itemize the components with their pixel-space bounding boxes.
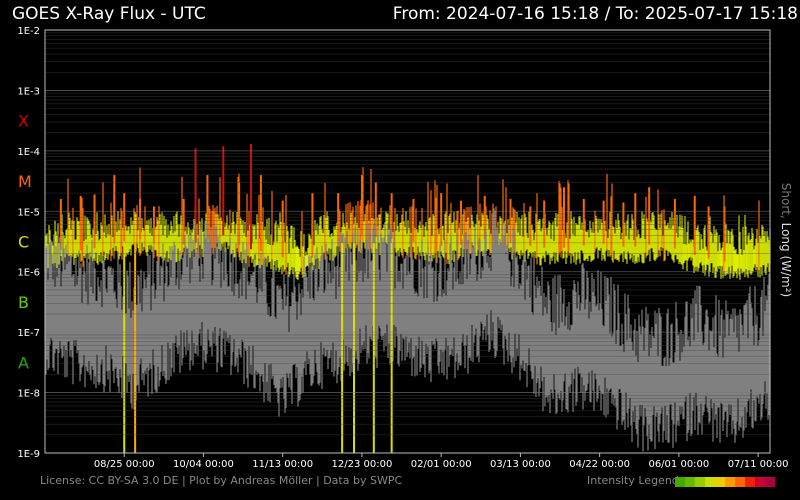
y-tick-label: 1E-3 xyxy=(17,86,40,97)
x-tick-label: 12/23 00:00 xyxy=(332,459,393,470)
y-axis-label: Short, Long (W/m²) xyxy=(779,183,793,297)
y-tick-label: 1E-8 xyxy=(17,389,40,400)
legend-swatch xyxy=(745,477,755,487)
legend-swatch xyxy=(685,477,695,487)
legend-swatch xyxy=(705,477,715,487)
y-tick-label: 1E-2 xyxy=(17,26,40,37)
intensity-legend-label: Intensity Legend xyxy=(587,474,679,487)
y-tick-label: 1E-9 xyxy=(17,449,40,460)
x-tick-label: 07/11 00:00 xyxy=(728,459,789,470)
legend-swatch xyxy=(675,477,685,487)
flare-class-label: C xyxy=(18,233,29,252)
legend-swatch xyxy=(765,477,775,487)
flux-chart: 1E-2 1E-3 1E-4 1E-5 1E-6 1E-7 1E-8 1E-9 X M C B A 08/… xyxy=(17,26,789,470)
legend-swatch xyxy=(735,477,745,487)
x-tick-label: 02/01 00:00 xyxy=(411,459,472,470)
y-tick-label: 1E-7 xyxy=(17,328,40,339)
x-tick-label: 03/13 00:00 xyxy=(490,459,551,470)
x-tick-label: 08/25 00:00 xyxy=(94,459,155,470)
legend-swatch xyxy=(725,477,735,487)
y-tick-label: 1E-5 xyxy=(17,207,40,218)
intensity-legend-bar xyxy=(675,477,775,487)
credits-footer: License: CC BY-SA 3.0 DE | Plot by Andre… xyxy=(40,474,403,487)
y-label-short: Short xyxy=(779,182,793,215)
series-short-trace xyxy=(44,208,771,452)
time-range: From: 2024-07-16 15:18 / To: 2025-07-17 … xyxy=(392,4,798,24)
flare-class-label: B xyxy=(18,293,29,312)
x-tick-label: 06/01 00:00 xyxy=(648,459,709,470)
plot-frame xyxy=(44,29,771,454)
legend-swatch xyxy=(715,477,725,487)
x-tick-label: 11/13 00:00 xyxy=(252,459,313,470)
flare-class-label: A xyxy=(18,353,29,372)
y-tick-label: 1E-6 xyxy=(17,268,40,279)
x-tick-label: 10/04 00:00 xyxy=(173,459,234,470)
legend-swatch xyxy=(695,477,705,487)
legend-swatch xyxy=(755,477,765,487)
y-tick-label: 1E-4 xyxy=(17,147,40,158)
chart-title: GOES X-Ray Flux - UTC xyxy=(12,4,206,24)
x-tick-label: 04/22 00:00 xyxy=(569,459,630,470)
y-label-long: Long (W/m²) xyxy=(779,222,793,298)
flare-class-label: X xyxy=(18,112,29,131)
flare-class-label: M xyxy=(18,172,32,191)
y-label-separator: , xyxy=(779,214,793,223)
